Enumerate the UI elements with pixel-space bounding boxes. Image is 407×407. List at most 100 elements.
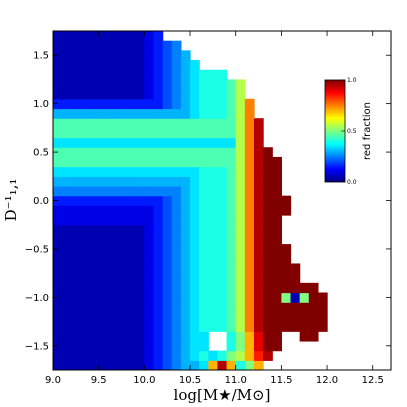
heatmap-cell [153, 244, 164, 255]
heatmap-cell [71, 350, 82, 361]
heatmap-cell [190, 224, 200, 235]
heatmap-cell [126, 137, 136, 148]
y-axis-ticks: −1.5 −1.0 −0.5 0.0 0.5 1.0 1.5 [25, 51, 391, 352]
heatmap-cell [80, 205, 91, 216]
heatmap-cell [135, 50, 145, 61]
heatmap-cell [290, 311, 301, 323]
heatmap-cell [116, 205, 127, 216]
heatmap-cell [208, 244, 219, 255]
heatmap-cell [199, 360, 209, 370]
heatmap-cell [116, 60, 127, 71]
heatmap-cell [126, 340, 136, 352]
heatmap-cell [135, 98, 145, 110]
x-tick-label: 9.5 [91, 375, 107, 386]
heatmap-cell [62, 89, 72, 100]
heatmap-cell [53, 60, 63, 71]
heatmap-cell [153, 89, 164, 100]
heatmap-cell [162, 292, 173, 303]
heatmap-cell [89, 292, 100, 303]
heatmap-cell [144, 69, 155, 81]
heatmap-cell [190, 147, 200, 158]
heatmap-cell [217, 302, 228, 313]
heatmap-cell [153, 50, 164, 61]
heatmap-cell [71, 98, 82, 110]
heatmap-cell [71, 127, 82, 139]
heatmap-cell [98, 185, 109, 197]
heatmap-cell [208, 89, 219, 100]
heatmap-cell [89, 273, 100, 284]
colorbar-tick-label: 1.0 [347, 77, 357, 84]
heatmap-cell [126, 244, 136, 255]
heatmap-cell [162, 263, 173, 274]
heatmap-cell [235, 118, 246, 129]
heatmap-cell [116, 311, 127, 323]
heatmap-cell [208, 321, 219, 332]
heatmap-cell [272, 331, 282, 342]
heatmap-cell [199, 215, 209, 226]
heatmap-cell [199, 321, 209, 332]
heatmap-cell [190, 205, 200, 216]
heatmap-cell [89, 282, 100, 294]
heatmap-cell [153, 137, 164, 148]
x-tick-label: 9.0 [45, 375, 61, 386]
heatmap-cell [190, 302, 200, 313]
heatmap-cell [217, 79, 228, 90]
heatmap-cell [217, 321, 228, 332]
y-tick-label: 1.0 [33, 99, 49, 110]
heatmap-cell [281, 195, 292, 206]
heatmap-cell [53, 273, 63, 284]
heatmap-cell [153, 292, 164, 303]
heatmap-cell [80, 224, 91, 235]
heatmap-cell [281, 263, 292, 274]
heatmap-cell [190, 321, 200, 332]
heatmap-cell [62, 282, 72, 294]
heatmap-cell [180, 137, 191, 148]
heatmap-cell [199, 156, 209, 168]
heatmap-cell [53, 224, 63, 235]
heatmap-cell [171, 321, 182, 332]
heatmap-cell [98, 69, 109, 81]
heatmap-cell [190, 234, 200, 245]
heatmap-cell [263, 205, 273, 216]
heatmap-cell [208, 195, 219, 206]
heatmap-cell [290, 321, 301, 332]
heatmap-cell [107, 166, 118, 177]
heatmap-cell [98, 360, 109, 370]
heatmap-cell [71, 273, 82, 284]
heatmap-cell [190, 79, 200, 90]
heatmap-cell [116, 127, 127, 139]
heatmap-cell [199, 137, 209, 148]
heatmap-cell [244, 302, 255, 313]
heatmap-cell [126, 69, 136, 81]
heatmap-cell [53, 176, 63, 187]
heatmap-cell [80, 292, 91, 303]
heatmap-cell [190, 185, 200, 197]
heatmap-cell [180, 185, 191, 197]
heatmap-cell [144, 253, 155, 265]
heatmap-cell [199, 108, 209, 119]
heatmap-cell [153, 40, 164, 51]
heatmap-cell [80, 40, 91, 51]
heatmap-cell [62, 31, 72, 42]
heatmap-cell [226, 224, 237, 235]
heatmap-cell [272, 282, 282, 294]
heatmap-cell [162, 137, 173, 148]
heatmap-cell [226, 185, 237, 197]
heatmap-cell [153, 127, 164, 139]
heatmap-cell [180, 234, 191, 245]
heatmap-cell [281, 205, 292, 216]
heatmap-cell [190, 60, 200, 71]
heatmap-cell [263, 350, 273, 361]
heatmap-cell [153, 253, 164, 265]
heatmap-cell [263, 331, 273, 342]
x-tick-label: 11.0 [225, 375, 247, 386]
heatmap-cell [144, 340, 155, 352]
heatmap-cell [171, 331, 182, 342]
heatmap-cell [217, 350, 228, 361]
heatmap-cell [244, 263, 255, 274]
heatmap-cell [89, 98, 100, 110]
heatmap-cell [71, 31, 82, 42]
heatmap-cell [180, 215, 191, 226]
heatmap-cell [235, 108, 246, 119]
heatmap-cell [235, 195, 246, 206]
